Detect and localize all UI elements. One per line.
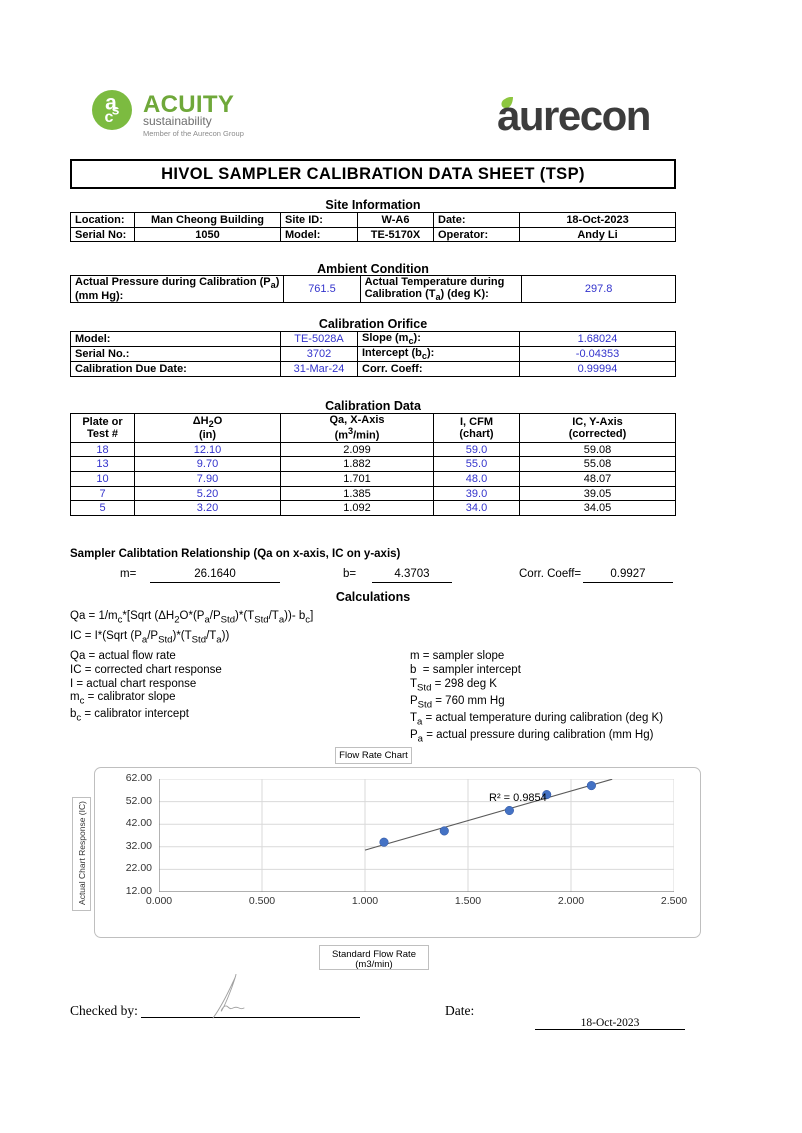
svg-text:R² = 0.9854: R² = 0.9854 (489, 792, 547, 804)
svg-text:aurecon: aurecon (497, 92, 650, 136)
svg-text:sustainability: sustainability (143, 114, 212, 128)
svg-text:c: c (105, 109, 114, 126)
svg-text:Member of the Aurecon Group: Member of the Aurecon Group (143, 129, 244, 138)
